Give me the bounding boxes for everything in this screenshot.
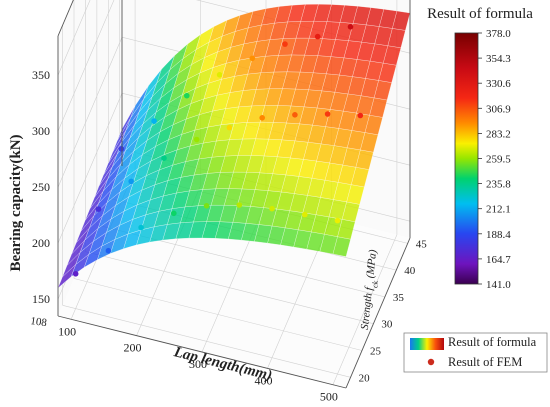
- y-tick-label: 20: [359, 372, 371, 384]
- fem-point: [171, 210, 177, 217]
- fem-point: [282, 41, 288, 47]
- colorbar-tick-label: 306.9: [486, 103, 511, 115]
- y-axis-label-main: Strength f: [359, 285, 376, 331]
- tick-labels: 100 200 300 400 500 20 25 30 35 40 45 150 200 250 300 3…: [32, 68, 427, 404]
- fem-point: [357, 112, 364, 119]
- grid-floor-x: [332, 234, 398, 385]
- legend-label-fem: Result of FEM: [448, 355, 522, 369]
- fem-point: [128, 178, 134, 185]
- fem-point: [118, 146, 125, 152]
- z-tick-label: 200: [32, 236, 50, 250]
- corner-label: 108: [30, 315, 49, 329]
- box-edge: [57, 0, 74, 37]
- fem-point: [236, 202, 243, 208]
- colorbar-title: Result of formula: [427, 6, 533, 22]
- colorbar-tick-label: 164.7: [486, 254, 511, 266]
- x-tick-label: 100: [58, 324, 76, 338]
- z-axis-label: Bearing capacity(kN): [8, 134, 24, 271]
- fem-point: [203, 203, 210, 209]
- colorbar-tick-label: 235.8: [486, 179, 511, 191]
- colorbar-tick-label: 283.2: [486, 128, 511, 140]
- legend-marker-fem: [427, 358, 435, 366]
- colorbar-tick-label: 378.0: [486, 28, 511, 40]
- colorbar-bar: [454, 32, 479, 285]
- formula-surface: [57, 3, 411, 289]
- fem-point: [302, 211, 308, 218]
- fem-point: [193, 136, 200, 143]
- y-tick-label: 45: [416, 238, 428, 250]
- colorbar-tick-label: 212.1: [486, 204, 511, 216]
- fem-point: [324, 111, 331, 117]
- legend-swatch-formula: [410, 338, 444, 350]
- box-edge: [57, 315, 347, 389]
- fem-point: [161, 155, 167, 161]
- grid-floor-y: [73, 278, 363, 351]
- fem-point: [269, 205, 275, 212]
- fem-point: [226, 124, 233, 131]
- grid-left-z: [57, 93, 123, 244]
- fem-point: [138, 224, 144, 231]
- fem-point: [249, 55, 256, 62]
- legend: Result of formula Result of FEM: [403, 332, 548, 373]
- x-tick-label: 500: [320, 390, 338, 404]
- axis-edges: [57, 0, 411, 389]
- fem-point: [347, 24, 354, 30]
- y-tick-label: 35: [393, 292, 405, 304]
- fem-point: [105, 247, 112, 254]
- colorbar-tick-label: 141.0: [486, 279, 511, 291]
- box-edge: [345, 237, 411, 389]
- colorbar: 378.0 354.3 330.6 306.9 283.2 259.5 235.8 212.1…: [454, 28, 511, 291]
- legend-swatch-rect: [410, 338, 444, 350]
- z-tick-label: 350: [32, 68, 50, 82]
- grid-left-z: [57, 0, 115, 132]
- fem-point: [334, 217, 341, 224]
- colorbar-tick-label: 188.4: [486, 229, 511, 241]
- y-axis-label: Strength fck(MPa): [359, 249, 383, 331]
- y-tick-label: 40: [404, 265, 416, 277]
- fem-point: [72, 271, 79, 277]
- fem-point: [314, 33, 321, 40]
- z-tick-label: 300: [32, 124, 50, 138]
- colorbar-tick-label: 259.5: [486, 154, 511, 166]
- y-tick-label: 25: [370, 346, 382, 358]
- fem-point: [95, 206, 102, 212]
- fem-point: [184, 92, 190, 99]
- fem-points: [72, 24, 364, 277]
- legend-label-formula: Result of formula: [448, 335, 537, 349]
- y-tick-label: 30: [381, 319, 393, 331]
- y-axis-label-unit: (MPa): [364, 249, 379, 279]
- x-tick-label: 400: [255, 373, 273, 387]
- fem-point: [259, 115, 266, 121]
- grid-left-z: [57, 0, 91, 76]
- colorbar-tick-label: 354.3: [486, 53, 511, 65]
- fem-point: [216, 72, 223, 78]
- grid-floor-y: [62, 304, 351, 378]
- colorbar-tick-label: 330.6: [486, 78, 511, 90]
- grid-left-z: [57, 37, 123, 188]
- z-tick-label: 250: [32, 180, 50, 194]
- x-tick-label: 200: [124, 341, 142, 355]
- x-tick-label: 300: [189, 357, 207, 371]
- fem-point: [151, 118, 157, 124]
- z-tick-label: 150: [32, 292, 50, 306]
- y-axis-label-sub: ck: [370, 280, 380, 288]
- fem-point: [292, 112, 298, 118]
- grid-floor-y: [85, 251, 374, 325]
